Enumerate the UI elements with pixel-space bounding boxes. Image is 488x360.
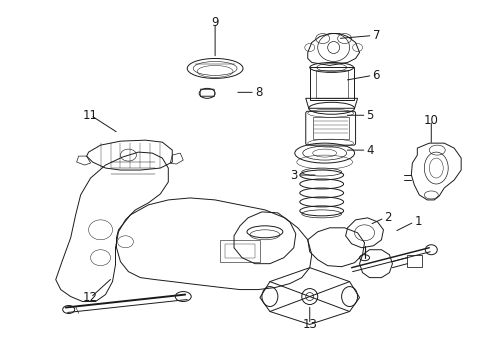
Bar xyxy=(315,71,347,98)
Text: 10: 10 xyxy=(423,114,438,127)
Text: 4: 4 xyxy=(366,144,373,157)
Text: 9: 9 xyxy=(211,16,219,29)
Bar xyxy=(312,117,348,139)
Bar xyxy=(200,89,214,96)
Text: 6: 6 xyxy=(372,69,379,82)
Text: 2: 2 xyxy=(384,211,391,224)
Text: 7: 7 xyxy=(372,29,379,42)
Text: 3: 3 xyxy=(290,168,297,181)
Bar xyxy=(220,240,260,262)
Text: 11: 11 xyxy=(83,109,98,122)
Bar xyxy=(224,244,254,258)
Text: 5: 5 xyxy=(366,109,373,122)
Bar xyxy=(407,255,422,267)
Text: 1: 1 xyxy=(413,215,421,228)
Text: 8: 8 xyxy=(254,86,262,99)
Text: 12: 12 xyxy=(83,291,98,304)
Text: 13: 13 xyxy=(302,318,317,331)
